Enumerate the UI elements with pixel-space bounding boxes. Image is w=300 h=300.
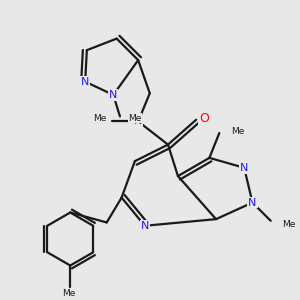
- Text: N: N: [134, 116, 142, 126]
- Text: N: N: [240, 163, 248, 173]
- Text: N: N: [248, 198, 257, 208]
- Text: N: N: [81, 77, 89, 87]
- Text: Me: Me: [93, 114, 107, 123]
- Text: Me: Me: [62, 289, 75, 298]
- Text: N: N: [141, 221, 149, 231]
- Text: N: N: [109, 90, 118, 100]
- Text: Me: Me: [282, 220, 296, 229]
- Text: Me: Me: [231, 127, 244, 136]
- Text: Me: Me: [128, 114, 142, 123]
- Text: O: O: [200, 112, 209, 124]
